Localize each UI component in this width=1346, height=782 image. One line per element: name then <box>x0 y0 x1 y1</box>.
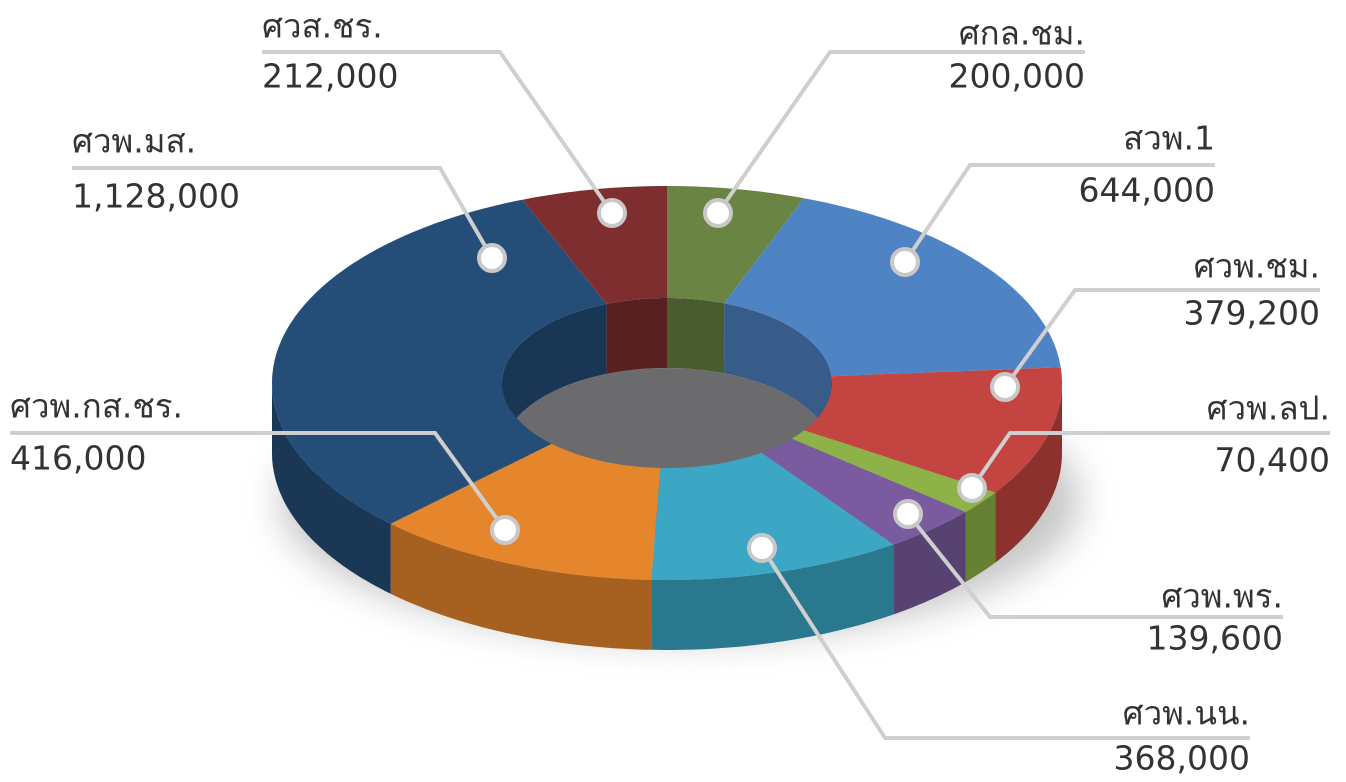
slice <box>272 199 607 524</box>
value-label: 212,000 <box>262 57 398 96</box>
label-dot <box>703 198 733 228</box>
leader-line <box>903 163 1215 264</box>
label-dot <box>490 515 520 545</box>
label-dot <box>893 499 923 529</box>
value-label: 1,128,000 <box>72 177 240 216</box>
label-dot <box>957 473 987 503</box>
slice <box>522 186 667 304</box>
label-dot <box>990 372 1020 402</box>
leader-line <box>970 431 1330 490</box>
inner-wall <box>667 298 725 374</box>
slice <box>791 430 996 512</box>
value-label: 379,200 <box>1184 294 1320 333</box>
category-label: ศวส.ชร. <box>262 7 383 46</box>
label-dot <box>747 533 777 563</box>
value-label: 368,000 <box>1114 739 1250 778</box>
inner-wall <box>724 303 832 447</box>
inner-wall <box>502 303 607 453</box>
category-label: ศกล.ชม. <box>959 14 1085 53</box>
outer-wall <box>390 523 652 650</box>
outer-wall <box>651 544 894 650</box>
category-label: ศวพ.พร. <box>1161 577 1283 616</box>
value-label: 200,000 <box>949 57 1085 96</box>
category-label: สวพ.1 <box>1123 119 1215 158</box>
label-dot <box>890 247 920 277</box>
leader-line <box>262 50 614 215</box>
value-label: 139,600 <box>1147 619 1283 658</box>
slice <box>724 198 1061 377</box>
category-label: ศวพ.ชม. <box>1194 247 1320 286</box>
leader-line <box>760 546 1250 740</box>
value-label: 644,000 <box>1079 171 1215 210</box>
leader-line <box>1003 288 1320 389</box>
slice <box>390 443 661 580</box>
slice <box>651 452 894 580</box>
outer-wall <box>995 383 1062 563</box>
category-label: ศวพ.กส.ชร. <box>10 387 183 426</box>
outer-wall <box>272 383 391 594</box>
category-label: ศวพ.มส. <box>72 122 196 161</box>
outer-wall <box>893 512 966 615</box>
category-label: ศวพ.นน. <box>1123 694 1250 733</box>
leader-line <box>72 166 494 260</box>
leader-line <box>10 431 507 532</box>
label-dot <box>597 198 627 228</box>
label-dot <box>477 243 507 273</box>
leader-line <box>906 512 1283 619</box>
category-label: ศวพ.ลป. <box>1207 389 1330 428</box>
value-label: 416,000 <box>10 439 146 478</box>
outer-wall <box>965 492 996 582</box>
leader-line <box>716 50 1085 215</box>
value-label: 70,400 <box>1215 441 1330 480</box>
inner-wall <box>606 298 667 374</box>
slice <box>667 186 804 304</box>
